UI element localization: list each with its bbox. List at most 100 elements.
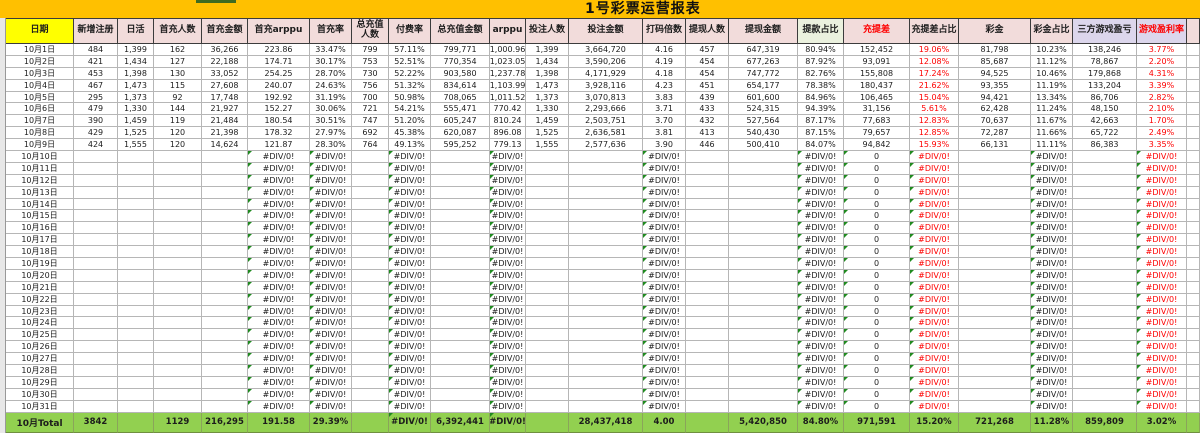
cell[interactable]: 605,247 bbox=[431, 115, 490, 128]
cell[interactable]: 1,399 bbox=[526, 44, 569, 56]
cell[interactable]: 27.97% bbox=[310, 127, 352, 140]
error-cell[interactable]: #DIV/0! bbox=[248, 198, 310, 211]
total-cell[interactable]: 3842 bbox=[74, 412, 118, 433]
cell[interactable]: 2.20% bbox=[1137, 55, 1187, 68]
cell[interactable] bbox=[569, 365, 643, 377]
cell[interactable]: 1,399 bbox=[118, 44, 154, 56]
error-cell[interactable]: #DIV/0! bbox=[643, 376, 686, 389]
error-cell[interactable]: #DIV/0! bbox=[248, 293, 310, 306]
cell[interactable]: 3.83 bbox=[643, 91, 686, 104]
cell[interactable] bbox=[154, 246, 202, 259]
cell[interactable] bbox=[526, 210, 569, 223]
cell[interactable]: 50.98% bbox=[389, 91, 431, 104]
date-cell[interactable]: 10月14日 bbox=[6, 198, 74, 211]
cell[interactable]: 86,383 bbox=[1073, 139, 1137, 152]
error-cell[interactable]: #DIV/0! bbox=[1031, 162, 1073, 175]
cell[interactable]: 708,065 bbox=[431, 91, 490, 104]
error-cell[interactable]: #DIV/0! bbox=[310, 210, 352, 223]
error-cell[interactable]: #DIV/0! bbox=[910, 210, 959, 223]
cell[interactable]: 81,798 bbox=[959, 44, 1031, 56]
cell[interactable]: 896.08 bbox=[490, 127, 526, 140]
cell[interactable]: 93,091 bbox=[844, 55, 910, 68]
date-cell[interactable]: 10月11日 bbox=[6, 162, 74, 175]
cell[interactable] bbox=[686, 329, 729, 342]
cell[interactable]: 1,555 bbox=[526, 139, 569, 152]
cell[interactable]: 87.92% bbox=[798, 55, 844, 68]
cell[interactable] bbox=[686, 151, 729, 163]
date-cell[interactable]: 10月3日 bbox=[6, 67, 74, 80]
cell[interactable] bbox=[118, 258, 154, 270]
error-cell[interactable]: #DIV/0! bbox=[910, 341, 959, 354]
cell[interactable] bbox=[154, 353, 202, 366]
error-cell[interactable]: #DIV/0! bbox=[389, 258, 431, 270]
cell[interactable]: 15.93% bbox=[910, 139, 959, 152]
error-cell[interactable]: #DIV/0! bbox=[389, 198, 431, 211]
cell[interactable]: 524,315 bbox=[729, 103, 798, 116]
cell[interactable] bbox=[569, 151, 643, 163]
error-cell[interactable]: #DIV/0! bbox=[248, 329, 310, 342]
cell[interactable] bbox=[74, 281, 118, 294]
cell[interactable]: 421 bbox=[74, 55, 118, 68]
cell[interactable] bbox=[1187, 127, 1200, 140]
error-cell[interactable]: #DIV/0! bbox=[1031, 269, 1073, 282]
error-cell[interactable]: #DIV/0! bbox=[310, 246, 352, 259]
cell[interactable] bbox=[154, 376, 202, 389]
error-cell[interactable]: #DIV/0! bbox=[490, 281, 526, 294]
cell[interactable] bbox=[569, 353, 643, 366]
cell[interactable]: 30.06% bbox=[310, 103, 352, 116]
total-cell[interactable]: 859,809 bbox=[1073, 412, 1137, 433]
cell[interactable]: 120 bbox=[154, 139, 202, 152]
error-cell[interactable]: #DIV/0! bbox=[910, 234, 959, 247]
cell[interactable] bbox=[729, 186, 798, 199]
cell[interactable]: 31.19% bbox=[310, 91, 352, 104]
error-cell[interactable]: #DIV/0! bbox=[490, 151, 526, 163]
cell[interactable] bbox=[959, 162, 1031, 175]
column-header[interactable]: 首充率 bbox=[310, 18, 352, 44]
cell[interactable] bbox=[569, 317, 643, 330]
error-cell[interactable]: #DIV/0! bbox=[1031, 353, 1073, 366]
cell[interactable]: 84.07% bbox=[798, 139, 844, 152]
cell[interactable]: 127 bbox=[154, 55, 202, 68]
cell[interactable] bbox=[431, 281, 490, 294]
error-cell[interactable]: #DIV/0! bbox=[490, 353, 526, 366]
error-cell[interactable]: #DIV/0! bbox=[643, 269, 686, 282]
cell[interactable] bbox=[202, 162, 248, 175]
error-cell[interactable]: #DIV/0! bbox=[798, 281, 844, 294]
cell[interactable] bbox=[959, 151, 1031, 163]
cell[interactable]: 799 bbox=[352, 44, 389, 56]
error-cell[interactable]: #DIV/0! bbox=[310, 151, 352, 163]
cell[interactable] bbox=[154, 365, 202, 377]
error-cell[interactable]: #DIV/0! bbox=[490, 329, 526, 342]
cell[interactable] bbox=[526, 305, 569, 318]
cell[interactable]: 620,087 bbox=[431, 127, 490, 140]
cell[interactable] bbox=[154, 305, 202, 318]
error-cell[interactable]: #DIV/0! bbox=[643, 258, 686, 270]
total-cell[interactable]: 721,268 bbox=[959, 412, 1031, 433]
cell[interactable] bbox=[74, 376, 118, 389]
cell[interactable] bbox=[431, 269, 490, 282]
cell[interactable] bbox=[569, 246, 643, 259]
column-header[interactable]: 日活 bbox=[118, 18, 154, 44]
cell[interactable]: 28.70% bbox=[310, 67, 352, 80]
cell[interactable] bbox=[352, 353, 389, 366]
error-cell[interactable]: #DIV/0! bbox=[389, 400, 431, 413]
cell[interactable]: 11.12% bbox=[1031, 55, 1073, 68]
total-cell[interactable]: 6,392,441 bbox=[431, 412, 490, 433]
error-cell[interactable]: #DIV/0! bbox=[643, 162, 686, 175]
error-cell[interactable]: #DIV/0! bbox=[798, 400, 844, 413]
error-cell[interactable]: #DIV/0! bbox=[389, 162, 431, 175]
cell[interactable]: 84.96% bbox=[798, 91, 844, 104]
cell[interactable]: 21,398 bbox=[202, 127, 248, 140]
cell[interactable] bbox=[352, 222, 389, 235]
cell[interactable]: 15.04% bbox=[910, 91, 959, 104]
cell[interactable] bbox=[202, 353, 248, 366]
cell[interactable]: 454 bbox=[686, 55, 729, 68]
cell[interactable] bbox=[959, 174, 1031, 187]
cell[interactable]: 647,319 bbox=[729, 44, 798, 56]
cell[interactable] bbox=[569, 198, 643, 211]
cell[interactable] bbox=[154, 400, 202, 413]
cell[interactable] bbox=[729, 246, 798, 259]
cell[interactable]: 66,131 bbox=[959, 139, 1031, 152]
cell[interactable]: 1,023.05 bbox=[490, 55, 526, 68]
cell[interactable]: 0 bbox=[844, 269, 910, 282]
